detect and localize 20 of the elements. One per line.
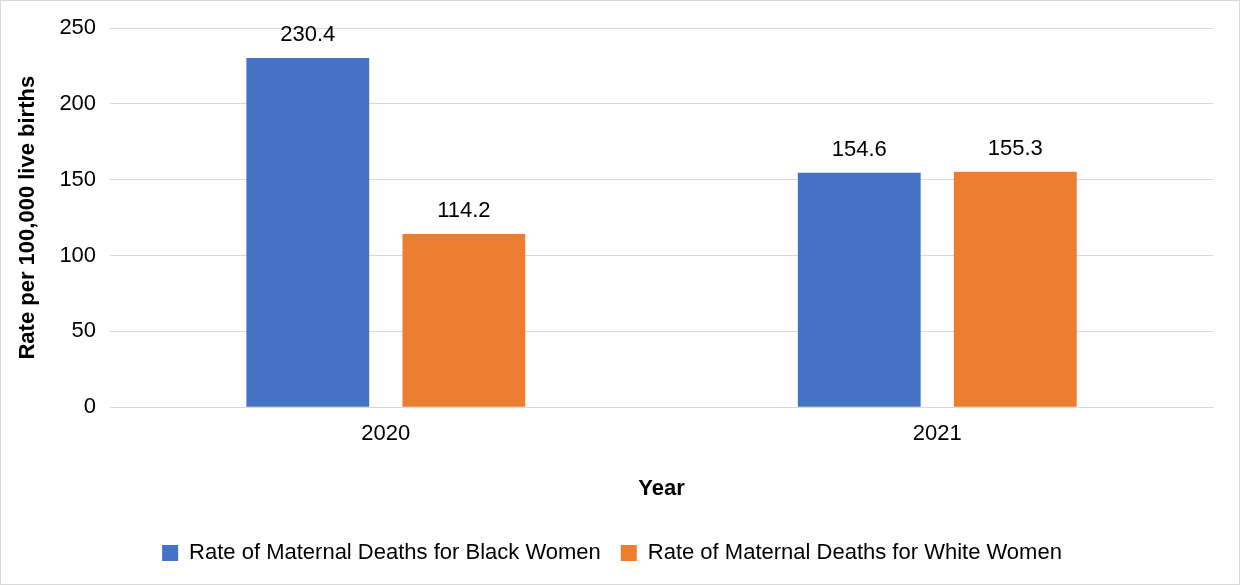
x-tick-label: 2021 (912, 420, 962, 446)
data-label: 155.3 (987, 134, 1043, 160)
y-tick-label: 0 (83, 393, 97, 419)
legend-label: Rate of Maternal Deaths for White Women (647, 539, 1062, 565)
y-tick-label: 150 (59, 165, 97, 191)
data-label: 230.4 (280, 20, 336, 46)
y-tick-label: 200 (59, 90, 97, 116)
y-tick-label: 100 (59, 241, 97, 267)
bar (953, 171, 1077, 407)
y-tick-label: 50 (71, 317, 97, 343)
y-tick-label: 250 (59, 14, 97, 40)
x-tick-label: 2020 (361, 420, 411, 446)
y-axis-title: Rate per 100,000 live births (14, 75, 40, 360)
data-label: 154.6 (831, 135, 887, 161)
bar (797, 172, 921, 407)
legend-label: Rate of Maternal Deaths for Black Women (189, 539, 601, 565)
x-axis-title: Year (638, 474, 686, 500)
bar (402, 234, 526, 407)
data-label: 114.2 (437, 197, 491, 223)
bar (246, 57, 370, 407)
